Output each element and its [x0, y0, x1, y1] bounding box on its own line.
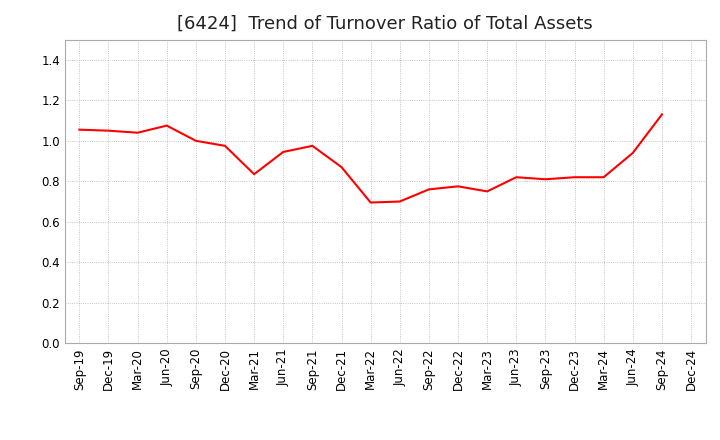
- Title: [6424]  Trend of Turnover Ratio of Total Assets: [6424] Trend of Turnover Ratio of Total …: [177, 15, 593, 33]
